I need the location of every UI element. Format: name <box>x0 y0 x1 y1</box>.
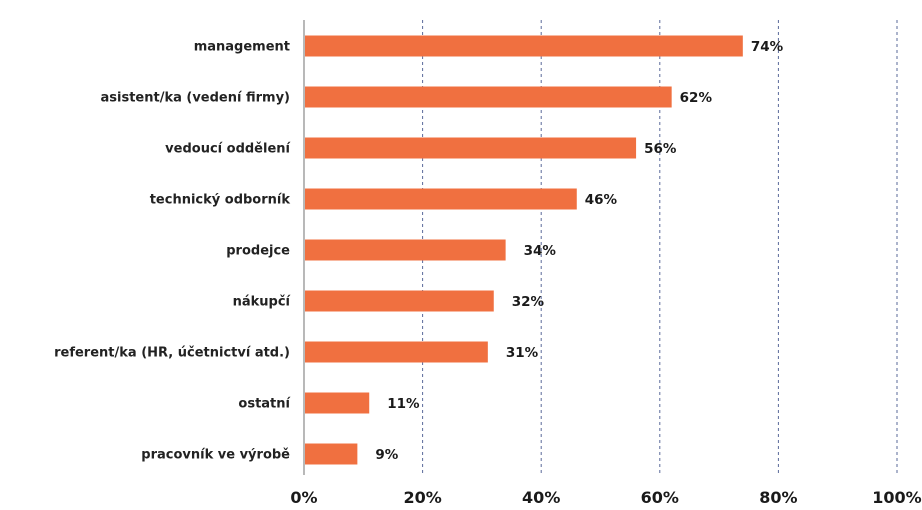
x-tick-label-2: 40% <box>522 488 560 507</box>
bar-7 <box>305 392 370 414</box>
category-label-0: management <box>194 40 290 55</box>
x-tick-label-1: 20% <box>403 488 441 507</box>
gridlines <box>422 20 898 475</box>
category-labels: management asistent/ka (vedení firmy) vedo… <box>54 40 291 463</box>
value-label-6: 31% <box>506 345 539 361</box>
value-label-2: 56% <box>644 141 677 157</box>
bar-6 <box>305 341 488 363</box>
category-label-6: referent/ka (HR, účetnictví atd.) <box>54 346 290 361</box>
bar-4 <box>305 239 506 261</box>
category-label-4: prodejce <box>226 244 290 259</box>
category-label-8: pracovník ve výrobě <box>141 448 290 463</box>
bar-1 <box>305 86 672 108</box>
bars <box>305 35 743 465</box>
x-tick-label-3: 60% <box>641 488 679 507</box>
category-label-7: ostatní <box>238 397 291 412</box>
value-label-8: 9% <box>375 447 398 463</box>
x-tick-label-0: 0% <box>290 488 317 507</box>
x-tick-label-5: 100% <box>872 488 921 507</box>
value-label-1: 62% <box>680 90 713 106</box>
category-label-2: vedoucí oddělení <box>165 142 291 157</box>
value-label-7: 11% <box>387 396 420 412</box>
bar-3 <box>305 188 577 210</box>
bar-0 <box>305 35 743 57</box>
category-label-3: technický odborník <box>150 193 291 208</box>
value-label-5: 32% <box>512 294 545 310</box>
value-label-3: 46% <box>585 192 618 208</box>
x-tick-label-4: 80% <box>759 488 797 507</box>
bar-8 <box>305 443 358 465</box>
bar-5 <box>305 290 494 312</box>
x-axis-tick-labels: 0% 20% 40% 60% 80% 100% <box>290 488 921 507</box>
category-label-1: asistent/ka (vedení firmy) <box>101 91 291 106</box>
bar-2 <box>305 137 637 159</box>
value-labels: 74% 62% 56% 46% 34% 32% 31% 11% 9% <box>375 39 783 463</box>
value-label-0: 74% <box>751 39 784 55</box>
category-label-5: nákupčí <box>233 295 292 310</box>
value-label-4: 34% <box>524 243 557 259</box>
